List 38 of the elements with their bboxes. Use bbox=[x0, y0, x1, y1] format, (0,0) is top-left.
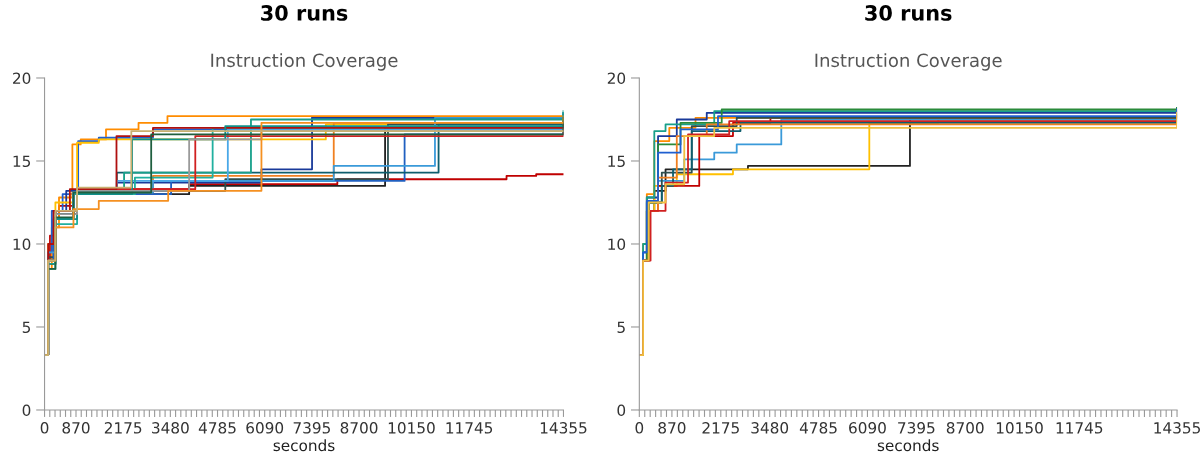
x-tick-label: 7395 bbox=[293, 422, 330, 434]
x-axis-title: seconds bbox=[877, 439, 939, 452]
x-tick-label: 3480 bbox=[751, 422, 789, 434]
x-tick-label: 8700 bbox=[340, 422, 378, 434]
y-tick-label: 20 bbox=[13, 72, 31, 85]
x-tick-label: 14355 bbox=[540, 422, 587, 434]
chart-subtitle: Instruction Coverage bbox=[211, 53, 398, 71]
chart-title: 30 runs bbox=[865, 5, 952, 21]
x-tick-label: 8700 bbox=[946, 422, 984, 434]
y-tick-label: 0 bbox=[617, 404, 626, 416]
x-tick-label: 870 bbox=[658, 422, 686, 434]
chart-subtitle: Instruction Coverage bbox=[815, 53, 1002, 71]
y-tick-label: 5 bbox=[617, 321, 625, 333]
x-tick-label: 0 bbox=[635, 422, 644, 434]
x-tick-label: 10150 bbox=[996, 422, 1043, 434]
x-tick-label: 10150 bbox=[388, 422, 435, 434]
y-tick-label: 0 bbox=[22, 404, 31, 416]
x-tick-label: 14355 bbox=[1154, 422, 1200, 434]
x-axis-title: seconds bbox=[273, 439, 335, 452]
chart-title: 30 runs bbox=[261, 5, 348, 21]
x-tick-label: 6090 bbox=[849, 422, 886, 434]
y-tick-label: 15 bbox=[13, 155, 31, 168]
x-tick-label: 3480 bbox=[152, 422, 189, 434]
x-tick-label: 0 bbox=[40, 422, 49, 434]
x-tick-label: 11745 bbox=[1056, 422, 1103, 434]
x-tick-label: 6090 bbox=[246, 422, 284, 434]
y-tick-label: 10 bbox=[608, 238, 626, 250]
y-tick-label: 20 bbox=[607, 72, 626, 85]
x-tick-label: 4785 bbox=[198, 422, 236, 434]
y-tick-label: 15 bbox=[608, 155, 625, 168]
x-tick-label: 4785 bbox=[799, 422, 837, 434]
x-tick-label: 2175 bbox=[104, 422, 142, 434]
y-tick-label: 5 bbox=[22, 321, 31, 333]
x-tick-label: 11745 bbox=[446, 422, 493, 434]
x-tick-label: 7395 bbox=[898, 422, 935, 434]
x-tick-label: 870 bbox=[62, 422, 90, 434]
x-tick-label: 2175 bbox=[702, 422, 739, 434]
y-tick-label: 10 bbox=[13, 238, 31, 250]
